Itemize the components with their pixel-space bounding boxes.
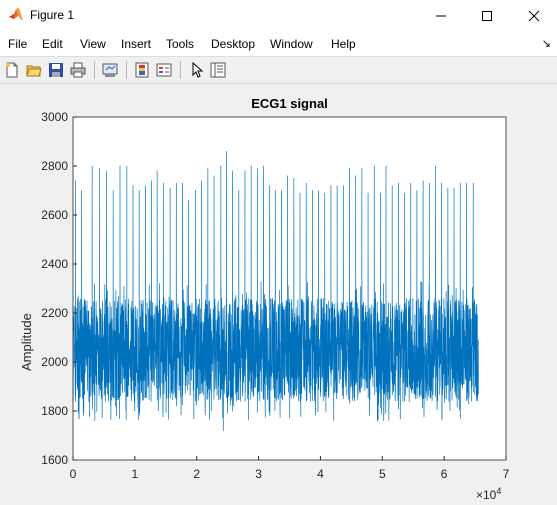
close-button[interactable] [511,0,557,31]
minimize-icon [436,15,446,16]
x-tick-label: 5 [379,467,386,481]
x-tick-label: 4 [317,467,324,481]
x-tick-label: 2 [193,467,200,481]
property-inspector-button[interactable] [208,60,228,80]
colorbar-button[interactable] [132,60,152,80]
signal-layer [72,150,479,431]
menu-window[interactable]: Window [270,37,313,51]
x-tick-label: 6 [441,467,448,481]
save-button[interactable] [46,60,66,80]
menu-insert[interactable]: Insert [121,37,152,51]
menu-desktop[interactable]: Desktop [211,37,256,51]
legend-button[interactable] [154,60,174,80]
y-tick-label: 3000 [41,110,68,124]
y-axis-label: Amplitude [19,313,34,371]
window-title: Figure 1 [30,8,75,22]
new-figure-button[interactable] [2,60,22,80]
menu-view[interactable]: View [80,37,106,51]
x-tick-label: 3 [255,467,262,481]
x-tick-label: 7 [503,467,510,481]
edit-plot-button[interactable] [186,60,206,80]
print-icon [70,62,86,78]
dock-arrow-icon[interactable]: ↘ [541,38,551,50]
x-tick-label: 0 [70,467,77,481]
close-icon [528,10,540,21]
colorbar-icon [135,62,149,78]
y-tick-label: 2000 [41,355,68,369]
toolbar-separator [94,61,95,79]
y-tick-label: 2200 [41,306,68,320]
x-tick-label: 1 [132,467,139,481]
y-tick-label: 2400 [41,257,68,271]
menu-tools[interactable]: Tools [166,37,195,51]
ecg-chart[interactable]: 0 1 2 3 4 5 6 7 1600 1800 2000 2200 2400 2600 2800 3000… [0,84,557,505]
menu-bar: File Edit View Insert Tools Desktop Wind… [0,31,557,57]
x-exponent-label: ×104 [476,486,501,502]
y-tick-label: 1800 [41,404,68,418]
y-tick-label: 2600 [41,208,68,222]
open-file-icon [26,65,42,77]
ecg-series-line [72,150,479,431]
y-tick-label: 1600 [41,453,68,467]
toolbar-separator [126,61,127,79]
toolbar-separator [180,61,181,79]
axes-box [72,116,507,461]
figure-toolbar [0,57,557,84]
window-titlebar: Figure 1 [0,0,557,31]
menu-file[interactable]: File [8,37,28,51]
maximize-button[interactable] [464,0,510,31]
menu-edit[interactable]: Edit [42,37,63,51]
link-plot-button[interactable] [100,60,120,80]
link-plot-icon [102,63,118,77]
legend-icon [156,63,172,77]
menu-help[interactable]: Help [331,37,356,51]
matlab-logo-icon [9,8,23,21]
ticks-layer: 0 1 2 3 4 5 6 7 1600 1800 2000 2200 2400 2600 2800 3000 [41,110,509,481]
maximize-icon [482,10,492,21]
new-figure-icon [6,62,18,78]
save-icon [49,63,63,77]
chart-title: ECG1 signal [251,96,328,111]
print-button[interactable] [68,60,88,80]
edit-plot-icon [192,62,204,78]
y-tick-label: 2800 [41,159,68,173]
minimize-button[interactable] [418,0,464,31]
open-file-button[interactable] [24,60,44,80]
property-inspector-icon [210,62,226,78]
